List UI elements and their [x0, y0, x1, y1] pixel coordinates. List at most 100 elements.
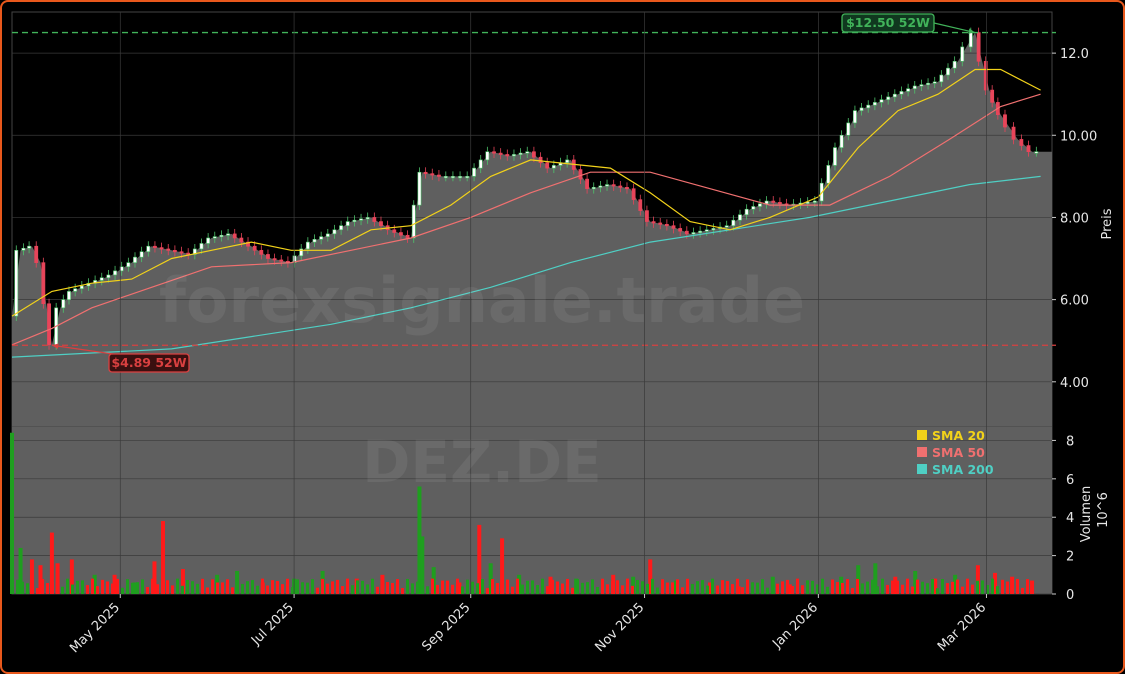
candle-body: [952, 61, 957, 69]
volume-bar: [826, 586, 829, 594]
volume-bar: [66, 578, 69, 594]
candle-body: [27, 245, 31, 249]
volume-bar: [326, 583, 329, 594]
volume-bar: [546, 586, 549, 594]
candle-body: [839, 134, 844, 148]
volume-bar: [946, 583, 949, 594]
volume-bar: [116, 578, 119, 594]
candle-body: [618, 185, 623, 188]
volume-bar: [871, 579, 874, 594]
volume-bar: [701, 580, 704, 594]
candle-body: [299, 248, 304, 257]
volume-bar: [651, 578, 654, 594]
candle-body: [219, 234, 224, 238]
volume-bar: [441, 580, 444, 594]
volume-bar: [846, 579, 849, 594]
candle-body: [226, 233, 230, 236]
candle-body: [106, 274, 111, 279]
volume-bar: [180, 569, 185, 594]
volume-bar: [531, 580, 534, 594]
volume-bar: [291, 587, 294, 594]
volume-bar: [41, 579, 44, 594]
volume-bar: [420, 536, 425, 594]
volume-bar: [436, 584, 439, 594]
volume-bar: [471, 581, 474, 594]
volume-bar: [491, 579, 494, 594]
volume-bar: [631, 585, 634, 594]
x-tick-label: Nov 2025: [593, 600, 648, 655]
volume-bar: [1016, 578, 1019, 594]
watermark-ticker: DEZ.DE: [362, 428, 602, 496]
volume-bar: [996, 586, 999, 594]
candle-body: [758, 203, 762, 207]
volume-bar: [176, 578, 179, 594]
volume-bar: [206, 587, 209, 594]
volume-bar: [456, 578, 459, 594]
candle-body: [279, 259, 284, 262]
candle-body: [731, 219, 736, 226]
volume-bar: [351, 585, 354, 594]
candle-body: [79, 285, 84, 289]
volume-bar: [971, 584, 974, 594]
volume-bar: [881, 578, 884, 594]
candle-body: [505, 154, 510, 157]
price-tick-label: 4.00: [1060, 376, 1089, 391]
candle-body: [932, 81, 937, 84]
volume-bar: [29, 559, 34, 594]
volume-bar: [488, 563, 493, 594]
volume-bar: [346, 578, 349, 594]
volume-bar: [321, 578, 324, 594]
volume-bar: [676, 579, 679, 594]
candle-body: [1026, 145, 1031, 153]
volume-bar: [286, 578, 289, 594]
volume-bar: [18, 547, 23, 594]
volume-exponent-label: 10^6: [1096, 492, 1111, 528]
candle-body: [259, 250, 264, 255]
sma200-line: [11, 175, 1041, 358]
candle-body: [359, 218, 363, 221]
volume-bar: [696, 581, 699, 594]
volume-bar: [36, 588, 39, 594]
candle-body: [866, 104, 871, 109]
candle-body: [912, 85, 917, 89]
volume-bar: [716, 585, 719, 594]
volume-bar: [526, 580, 529, 594]
candle-body: [21, 247, 26, 251]
volume-bar: [476, 583, 479, 594]
candle-body: [172, 250, 177, 253]
candle-body: [605, 184, 609, 187]
volume-bar: [866, 581, 869, 594]
volume-bar: [196, 583, 199, 594]
candle-body: [417, 171, 422, 206]
volume-bar: [411, 583, 414, 594]
candle-body: [691, 232, 696, 235]
x-tick-label: May 2025: [67, 600, 123, 656]
volume-bar: [711, 578, 714, 594]
legend-swatch: [917, 464, 927, 474]
volume-bar: [726, 581, 729, 594]
volume-bar: [56, 579, 59, 594]
volume-bar: [581, 582, 584, 594]
volume-bar: [731, 584, 734, 594]
sma20-line: [11, 68, 1041, 317]
volume-bar: [101, 579, 104, 594]
candle-body: [545, 162, 550, 169]
candle-body: [939, 74, 944, 83]
candle-body: [113, 270, 117, 276]
candle-body: [332, 229, 337, 235]
volume-bar: [706, 585, 709, 594]
volume-bar: [226, 579, 229, 594]
volume-bar: [396, 579, 399, 594]
candle-body: [492, 151, 496, 154]
volume-bar: [601, 578, 604, 594]
volume-bar: [831, 579, 834, 594]
volume-bar: [586, 582, 589, 594]
volume-bar: [126, 579, 129, 594]
candle-body: [1011, 126, 1016, 140]
volume-bar: [111, 583, 114, 594]
volume-bar: [246, 581, 249, 594]
volume-bar: [281, 584, 284, 594]
volume-bar: [69, 559, 74, 594]
volume-bar: [121, 587, 124, 594]
volume-bar: [816, 584, 819, 594]
